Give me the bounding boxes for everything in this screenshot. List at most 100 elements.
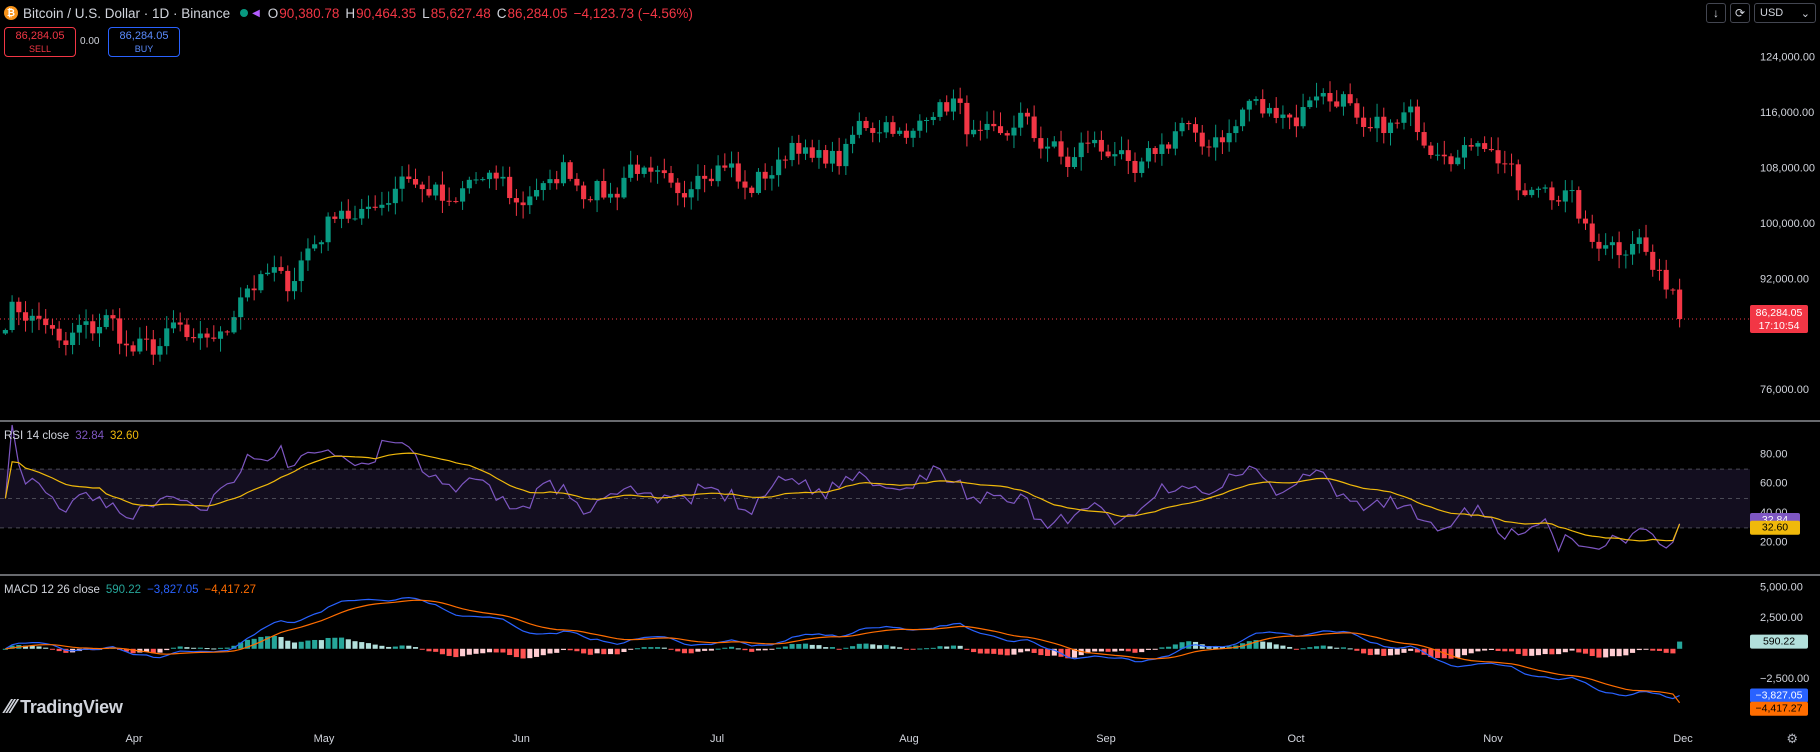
- macd-histogram-bar: [412, 647, 419, 649]
- macd-histogram-bar: [43, 647, 49, 649]
- candle: [776, 147, 782, 187]
- candle: [1307, 96, 1313, 109]
- settings-icon[interactable]: ⚙: [1786, 731, 1798, 746]
- macd-histogram-bar: [56, 648, 62, 652]
- macd-histogram-bar: [1024, 648, 1030, 652]
- buy-button[interactable]: 86,284.05 BUY: [108, 27, 180, 57]
- tradingview-logo[interactable]: ⁄⁄⁄ TradingView: [6, 696, 123, 719]
- candle: [1522, 183, 1528, 197]
- rsi-ma-badge: 32.60: [1750, 520, 1800, 535]
- macd-histogram-bar: [493, 648, 499, 653]
- macd-histogram-bar: [36, 646, 42, 649]
- candle: [728, 151, 735, 178]
- macd-histogram-bar: [802, 643, 809, 649]
- candle: [1603, 233, 1609, 256]
- macd-histogram-bar: [661, 647, 667, 649]
- macd-tick-label: 2,500.00: [1760, 612, 1803, 624]
- candle: [1280, 105, 1286, 129]
- macd-histogram-bar: [513, 648, 519, 658]
- macd-histogram-bar: [500, 648, 506, 653]
- candle: [1508, 153, 1515, 177]
- candle: [1199, 124, 1205, 155]
- macd-histogram-bar: [480, 648, 486, 654]
- candle: [486, 170, 493, 189]
- candle: [1596, 233, 1602, 261]
- candle: [836, 137, 842, 175]
- macd-histogram-bar: [191, 647, 197, 649]
- candle: [1018, 102, 1024, 136]
- refresh-icon[interactable]: ⟳: [1730, 3, 1750, 23]
- candle: [997, 112, 1004, 135]
- sell-button[interactable]: 86,284.05 SELL: [4, 27, 76, 57]
- candle: [897, 127, 903, 136]
- candle: [648, 156, 654, 183]
- macd-histogram-bar: [1529, 648, 1535, 656]
- macd-histogram-bar: [1045, 648, 1051, 656]
- macd-histogram-bar: [170, 647, 177, 649]
- candle: [1576, 186, 1582, 224]
- candle: [1233, 119, 1239, 143]
- macd-histogram-bar: [1280, 645, 1286, 649]
- candle: [419, 181, 425, 203]
- download-icon[interactable]: ↓: [1706, 3, 1726, 23]
- candle: [1387, 119, 1394, 146]
- candle: [534, 178, 540, 200]
- macd-histogram-bar: [534, 648, 540, 657]
- macd-histogram-bar: [850, 646, 856, 649]
- macd-histogram-bar: [957, 645, 963, 649]
- candle: [661, 158, 667, 179]
- candle: [265, 263, 271, 276]
- candle: [271, 255, 277, 282]
- candle: [56, 321, 62, 349]
- candle: [870, 122, 876, 143]
- candle: [1636, 228, 1642, 254]
- macd-histogram-bar: [1515, 648, 1521, 655]
- macd-histogram-bar: [1199, 644, 1205, 649]
- symbol-title[interactable]: Bitcoin / U.S. Dollar · 1D · Binance: [23, 5, 231, 21]
- candle: [191, 328, 197, 343]
- candle: [1455, 149, 1461, 166]
- candle: [1556, 195, 1562, 207]
- chart-toolbar: ↓ ⟳ USD ⌄: [1706, 3, 1816, 23]
- candle: [204, 327, 210, 348]
- macd-histogram-bar: [130, 648, 136, 654]
- candle: [1428, 142, 1434, 159]
- macd-legend[interactable]: MACD 12 26 close 590.22 −3,827.05 −4,417…: [4, 584, 256, 596]
- price-tick-label: 76,000.00: [1760, 384, 1809, 396]
- candle: [823, 144, 829, 169]
- macd-value-badge: −3,827.05: [1750, 688, 1808, 703]
- macd-histogram-bar: [735, 648, 741, 650]
- macd-histogram-bar: [1354, 648, 1360, 651]
- macd-histogram-bar: [823, 647, 829, 649]
- candle: [110, 309, 116, 331]
- candle: [103, 309, 109, 330]
- chevron-down-icon: ⌄: [1800, 7, 1810, 20]
- candle: [809, 139, 815, 163]
- high-value: 90,464.35: [356, 5, 417, 21]
- candle: [1219, 130, 1225, 155]
- candle: [856, 112, 862, 139]
- macd-histogram-bar: [433, 648, 439, 652]
- candle: [1246, 99, 1252, 122]
- candle: [291, 267, 298, 300]
- candle: [681, 180, 688, 208]
- candle: [567, 160, 573, 182]
- change-value: −4,123.73 (−4.56%): [573, 5, 693, 21]
- price-tick-label: 108,000.00: [1760, 162, 1815, 174]
- candle: [1024, 108, 1030, 125]
- candle: [1656, 258, 1663, 281]
- macd-histogram-bar: [668, 648, 674, 650]
- macd-histogram-bar: [1253, 640, 1259, 649]
- candle: [1421, 122, 1427, 149]
- currency-select[interactable]: USD ⌄: [1754, 3, 1816, 23]
- macd-histogram-bar: [1408, 648, 1414, 651]
- macd-histogram-bar: [997, 648, 1004, 655]
- rsi-legend[interactable]: RSI 14 close 32.84 32.60: [4, 430, 139, 442]
- macd-histogram-bar: [776, 647, 782, 649]
- candle: [1300, 93, 1306, 129]
- macd-histogram-bar: [1132, 648, 1138, 653]
- candle: [1361, 106, 1367, 137]
- macd-histogram-bar: [1448, 648, 1454, 659]
- data-provider-icon[interactable]: ◀: [252, 7, 260, 19]
